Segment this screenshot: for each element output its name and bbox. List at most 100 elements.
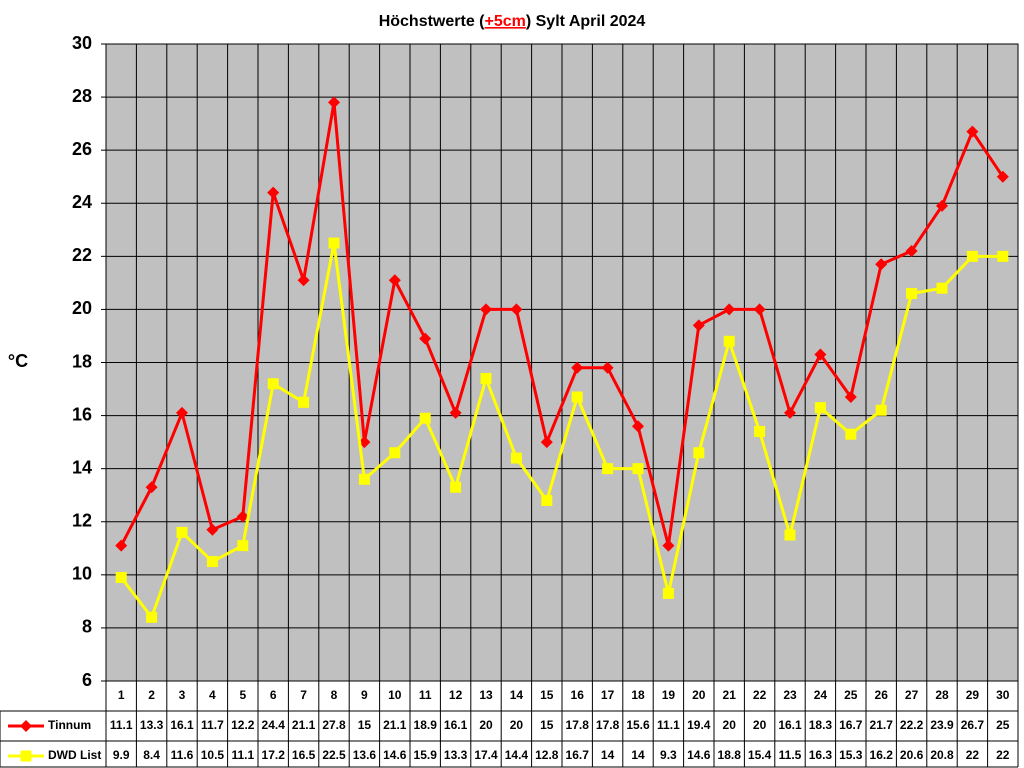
table-value: 11.6 xyxy=(171,748,194,762)
table-value: 14.6 xyxy=(383,748,407,762)
marker xyxy=(297,274,310,287)
table-value: 25 xyxy=(996,718,1010,732)
table-value: 27.8 xyxy=(322,718,346,732)
y-tick-label: 14 xyxy=(72,457,92,477)
table-value: 14 xyxy=(631,748,645,762)
table-value: 15.6 xyxy=(626,718,650,732)
marker xyxy=(510,303,523,316)
marker xyxy=(206,523,219,536)
title-part: ) Sylt April 2024 xyxy=(526,13,646,30)
marker xyxy=(540,436,553,449)
marker xyxy=(450,481,462,493)
line xyxy=(119,102,1005,547)
marker xyxy=(541,495,553,507)
marker xyxy=(510,452,522,464)
marker xyxy=(267,378,279,390)
table-value: 11.1 xyxy=(657,718,680,732)
y-tick-label: 30 xyxy=(72,33,92,53)
x-tick-label: 29 xyxy=(966,688,980,702)
marker xyxy=(419,332,432,345)
marker xyxy=(693,447,705,459)
x-tick-label: 16 xyxy=(571,688,585,702)
marker xyxy=(662,539,675,552)
marker xyxy=(844,391,857,404)
title-highlight: +5cm xyxy=(484,13,525,30)
marker xyxy=(328,96,340,109)
table-value: 16.5 xyxy=(292,748,316,762)
table-value: 17.2 xyxy=(262,748,286,762)
legend-label: DWD List xyxy=(48,748,101,762)
table-value: 22 xyxy=(996,748,1010,762)
x-tick-label: 6 xyxy=(270,688,277,702)
table-value: 15.4 xyxy=(748,748,772,762)
marker xyxy=(571,361,584,374)
marker xyxy=(602,463,614,475)
table-value: 16.1 xyxy=(444,718,468,732)
y-axis-label: °C xyxy=(8,351,28,371)
y-tick-label: 10 xyxy=(72,564,92,584)
table-value: 15.9 xyxy=(414,748,438,762)
marker xyxy=(784,406,796,419)
y-tick-label: 28 xyxy=(72,86,92,106)
table-value: 11.5 xyxy=(779,748,802,762)
x-tick-label: 12 xyxy=(449,688,463,702)
y-tick-label: 20 xyxy=(72,298,92,318)
x-tick-label: 2 xyxy=(148,688,155,702)
table-value: 11.7 xyxy=(201,718,224,732)
marker xyxy=(996,170,1009,183)
x-tick-label: 5 xyxy=(239,688,246,702)
table-value: 17.8 xyxy=(596,718,620,732)
marker xyxy=(966,125,979,138)
y-tick-label: 26 xyxy=(72,139,92,159)
marker xyxy=(176,526,188,538)
marker xyxy=(480,303,492,316)
x-tick-label: 10 xyxy=(388,688,402,702)
marker xyxy=(449,406,462,419)
table-value: 16.7 xyxy=(839,718,863,732)
x-tick-label: 28 xyxy=(935,688,949,702)
table-value: 14 xyxy=(601,748,615,762)
marker xyxy=(145,481,158,494)
marker xyxy=(906,287,918,299)
table-value: 20.6 xyxy=(900,748,924,762)
legend-label: Tinnum xyxy=(48,718,91,732)
marker xyxy=(997,250,1009,262)
y-tick-label: 16 xyxy=(72,404,92,424)
table-value: 18.8 xyxy=(718,748,742,762)
table-value: 14.6 xyxy=(687,748,711,762)
marker xyxy=(419,412,431,424)
x-tick-label: 14 xyxy=(510,688,524,702)
marker xyxy=(115,571,127,583)
table-value: 20 xyxy=(479,718,493,732)
marker xyxy=(571,391,583,403)
marker xyxy=(723,303,736,316)
table-value: 16.2 xyxy=(870,748,894,762)
table-value: 22.2 xyxy=(900,718,924,732)
marker xyxy=(662,587,674,599)
table-value: 21.1 xyxy=(383,718,407,732)
marker xyxy=(237,540,249,552)
table-value: 20 xyxy=(723,718,737,732)
x-tick-label: 25 xyxy=(844,688,858,702)
table-value: 11.1 xyxy=(110,718,133,732)
marker xyxy=(754,426,766,438)
marker xyxy=(936,199,948,212)
table-value: 13.6 xyxy=(353,748,377,762)
x-tick-label: 23 xyxy=(783,688,797,702)
table-value: 20 xyxy=(510,718,524,732)
x-tick-label: 20 xyxy=(692,688,706,702)
table-value: 26.7 xyxy=(961,718,985,732)
x-tick-label: 1 xyxy=(118,688,125,702)
table-value: 11.1 xyxy=(231,748,254,762)
table-value: 9.3 xyxy=(660,748,677,762)
marker xyxy=(845,428,857,440)
y-tick-label: 22 xyxy=(72,245,92,265)
marker xyxy=(20,720,32,732)
marker xyxy=(115,539,128,552)
marker xyxy=(784,529,796,541)
marker xyxy=(20,750,32,762)
table-value: 13.3 xyxy=(140,718,164,732)
marker xyxy=(814,348,827,361)
